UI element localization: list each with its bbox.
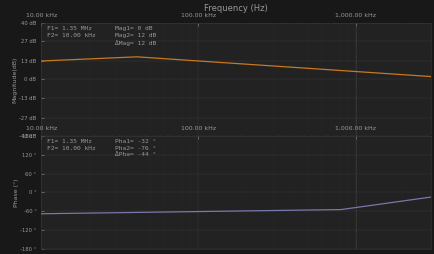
Text: Mag1= 0 dB
Mag2= 12 dB
ΔMag= 12 dB: Mag1= 0 dB Mag2= 12 dB ΔMag= 12 dB <box>115 26 156 46</box>
Title: Frequency (Hz): Frequency (Hz) <box>204 4 267 13</box>
Y-axis label: Magnitude(dB): Magnitude(dB) <box>13 56 18 103</box>
Y-axis label: Phase (°): Phase (°) <box>14 178 19 207</box>
Text: Pha1= -32 °
Pha2= -76 °
ΔPha= -44 °: Pha1= -32 ° Pha2= -76 ° ΔPha= -44 ° <box>115 139 156 157</box>
Text: F1= 1.35 MHz
F2= 10.00 kHz: F1= 1.35 MHz F2= 10.00 kHz <box>47 139 95 151</box>
Text: F1= 1.35 MHz
F2= 10.00 kHz: F1= 1.35 MHz F2= 10.00 kHz <box>47 26 95 38</box>
